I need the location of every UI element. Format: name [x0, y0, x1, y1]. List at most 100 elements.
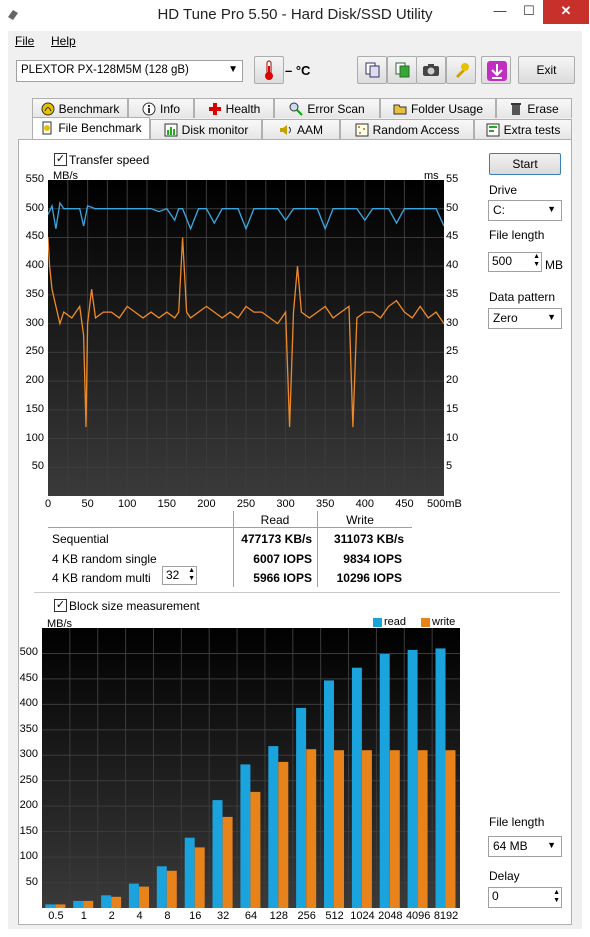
results-header-read: Read	[260, 513, 290, 527]
tab-file-benchmark-label: File Benchmark	[58, 121, 142, 135]
file-benchmark-icon	[40, 121, 54, 135]
write-bar	[361, 750, 372, 908]
drive-select-value: PLEXTOR PX-128M5M (128 gB)	[21, 64, 189, 76]
read-bar	[73, 900, 84, 908]
menu-help[interactable]: Help	[51, 34, 76, 48]
start-button[interactable]: Start	[489, 153, 561, 175]
chart1-y-unit: MB/s	[53, 170, 79, 182]
data-pattern-dropdown[interactable]: Zero ▼	[488, 308, 562, 329]
row-sequential-label: Sequential	[52, 532, 109, 546]
file-length-label: File length	[489, 228, 545, 242]
temperature-readout: – °C	[285, 63, 311, 78]
x-tick-label: 256	[297, 910, 316, 922]
read-bar	[351, 667, 362, 908]
y-tick-label: 150	[25, 402, 44, 415]
chevron-down-icon: ▼	[228, 64, 238, 75]
options-button[interactable]	[446, 56, 476, 84]
maximize-button[interactable]: ☐	[523, 3, 535, 18]
tab-aam[interactable]: AAM	[262, 119, 340, 139]
queue-depth-stepper[interactable]: 32 ▲ ▼	[162, 566, 197, 585]
y2-tick-label: 25	[446, 345, 459, 358]
stepper-arrows-icon[interactable]: ▲ ▼	[188, 567, 195, 582]
tab-disk-monitor[interactable]: Disk monitor	[150, 119, 262, 139]
x-tick-label: 150	[157, 498, 176, 510]
file-length-input[interactable]: 500 ▲ ▼	[488, 252, 542, 272]
drive-dropdown[interactable]: C: ▼	[488, 200, 562, 221]
block-file-length-label: File length	[489, 815, 545, 829]
x-tick-label: 200	[197, 498, 216, 510]
drive-label: Drive	[489, 183, 518, 197]
block-file-length-value: 64 MB	[493, 839, 528, 853]
row-random-single-label: 4 KB random single	[52, 552, 157, 566]
extra-tests-icon	[486, 123, 500, 137]
y2-tick-label: 35	[446, 287, 459, 300]
screenshot-button[interactable]	[416, 56, 446, 84]
copy-log-icon	[395, 62, 410, 78]
tab-error-scan-label: Error Scan	[307, 102, 365, 116]
row-random-single-write: 9834 IOPS	[343, 552, 402, 566]
tab-random-access-label: Random Access	[372, 123, 460, 137]
stepper-arrows-icon[interactable]: ▲ ▼	[533, 253, 540, 268]
chart1-y2-unit: ms	[424, 170, 439, 182]
y-tick-label: 100	[25, 431, 44, 444]
delay-input[interactable]: 0 ▲ ▼	[488, 887, 562, 908]
tab-extra-tests[interactable]: Extra tests	[474, 119, 572, 139]
row-sequential-read: 477173 KB/s	[241, 532, 312, 546]
read-bar	[379, 654, 390, 908]
app-icon	[8, 10, 18, 20]
speaker-icon	[279, 123, 293, 137]
x-tick-label: 32	[217, 910, 230, 922]
tab-health[interactable]: Health	[194, 98, 274, 118]
write-bar	[55, 904, 66, 908]
menu-file[interactable]: File	[15, 34, 34, 48]
y2-tick-label: 50	[446, 201, 459, 214]
tab-benchmark[interactable]: Benchmark	[32, 98, 128, 118]
x-tick-label: 0.5	[48, 910, 64, 922]
benchmark-icon	[41, 102, 55, 116]
copy-log-button[interactable]	[387, 56, 417, 84]
y2-tick-label: 40	[446, 259, 459, 272]
block-size-checkbox[interactable]: ✓	[54, 599, 67, 612]
download-arrow-icon	[487, 61, 507, 81]
x-tick-label: 1	[80, 910, 87, 922]
block-size-chart	[42, 628, 460, 908]
y2-tick-label: 55	[446, 173, 459, 185]
x-tick-label: 16	[189, 910, 202, 922]
write-bar	[83, 900, 94, 908]
y2-tick-label: 5	[446, 460, 453, 473]
tab-error-scan[interactable]: Error Scan	[274, 98, 380, 118]
row-random-multi-label: 4 KB random multi	[52, 571, 151, 585]
tab-random-access[interactable]: Random Access	[340, 119, 474, 139]
tab-file-benchmark[interactable]: File Benchmark	[32, 117, 150, 139]
chevron-down-icon: ▼	[547, 204, 556, 214]
x-tick-label: 64	[244, 910, 258, 922]
copy-button[interactable]	[357, 56, 387, 84]
y-tick-label: 150	[19, 824, 38, 837]
x-tick-label: 2048	[378, 910, 403, 922]
legend-read-swatch	[373, 618, 382, 627]
x-tick-label: 2	[108, 910, 115, 922]
temperature-button[interactable]	[254, 56, 284, 84]
bar-chart-icon	[164, 123, 178, 137]
tab-erase[interactable]: Erase	[496, 98, 572, 118]
block-file-length-dropdown[interactable]: 64 MB ▼	[488, 836, 562, 857]
file-length-unit: MB	[545, 258, 563, 272]
minimize-button[interactable]: —	[493, 3, 507, 18]
write-bar	[250, 791, 261, 908]
tab-info[interactable]: Info	[128, 98, 194, 118]
exit-button[interactable]: Exit	[518, 56, 575, 84]
copy-icon	[365, 62, 380, 78]
chart2-y-unit: MB/s	[47, 618, 73, 630]
data-pattern-label: Data pattern	[489, 290, 556, 304]
save-button[interactable]	[481, 56, 511, 84]
tab-benchmark-label: Benchmark	[58, 102, 120, 116]
drive-select[interactable]: PLEXTOR PX-128M5M (128 gB) ▼	[16, 60, 243, 82]
x-tick-label: 100	[118, 498, 137, 510]
stepper-arrows-icon[interactable]: ▲ ▼	[553, 889, 560, 904]
x-tick-label: 8	[164, 910, 171, 922]
tab-folder-usage[interactable]: Folder Usage	[380, 98, 496, 118]
close-button[interactable]: ✕	[543, 0, 589, 24]
transfer-speed-checkbox[interactable]: ✓	[54, 153, 67, 166]
tab-erase-label: Erase	[527, 102, 559, 116]
read-bar	[268, 746, 279, 908]
